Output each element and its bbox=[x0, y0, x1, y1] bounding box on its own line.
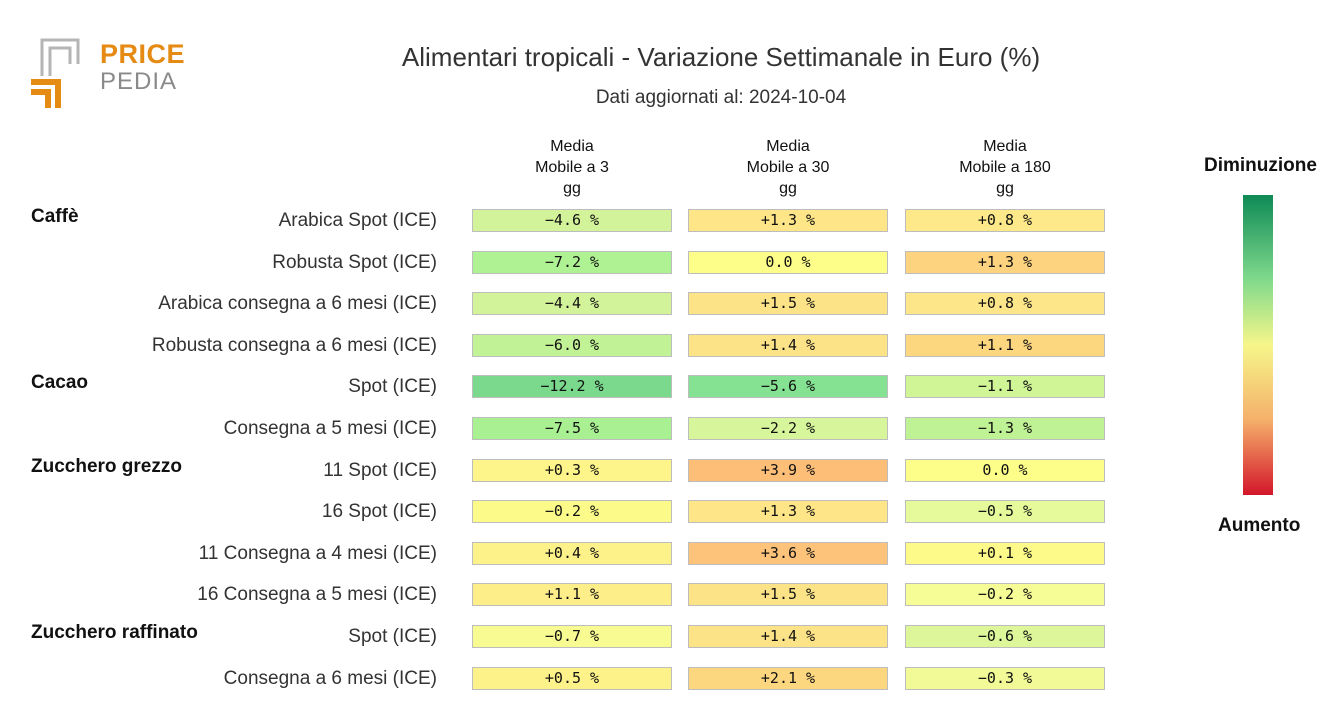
logo-word-pedia: PEDIA bbox=[100, 68, 178, 95]
heatmap-cell: +0.8 % bbox=[905, 209, 1105, 232]
row-label: Consegna a 6 mesi (ICE) bbox=[223, 667, 437, 689]
chart-title: Alimentari tropicali - Variazione Settim… bbox=[401, 42, 1041, 72]
group-label: Cacao bbox=[31, 372, 89, 394]
group-label: Caffè bbox=[31, 206, 79, 227]
heatmap-cell: +0.8 % bbox=[905, 292, 1105, 316]
row-label: 16 Consegna a 5 mesi (ICE) bbox=[197, 584, 437, 606]
heatmap-cell: +1.3 % bbox=[688, 500, 888, 524]
heatmap-cell: −1.3 % bbox=[905, 417, 1105, 440]
heatmap-cell: +2.1 % bbox=[688, 666, 888, 690]
column-header: Media Mobile a 30 gg bbox=[746, 138, 830, 197]
heatmap-cell: −12.2 % bbox=[472, 375, 672, 399]
row-label: 16 Spot (ICE) bbox=[321, 501, 437, 523]
row-label: Arabica consegna a 6 mesi (ICE) bbox=[158, 293, 437, 315]
heatmap-cell: −0.2 % bbox=[905, 583, 1105, 607]
heatmap-cell: +3.6 % bbox=[688, 541, 888, 565]
heatmap-cell: +0.4 % bbox=[472, 541, 672, 565]
heatmap-cell: −0.5 % bbox=[905, 500, 1105, 524]
heatmap-cell: +1.4 % bbox=[688, 333, 888, 357]
heatmap-cell: +1.3 % bbox=[688, 209, 888, 232]
heatmap-cell: −0.6 % bbox=[905, 625, 1105, 648]
heatmap-cell: +1.5 % bbox=[688, 583, 888, 607]
heatmap-cell: −2.2 % bbox=[688, 417, 888, 440]
heatmap-cell: +0.1 % bbox=[905, 541, 1105, 565]
row-label: Arabica Spot (ICE) bbox=[278, 210, 437, 231]
chart-subtitle: Dati aggiornati al: 2024-10-04 bbox=[595, 87, 847, 108]
heatmap-cell: +1.1 % bbox=[472, 583, 672, 607]
heatmap-cell: −0.3 % bbox=[905, 666, 1105, 690]
row-label: Consegna a 5 mesi (ICE) bbox=[223, 418, 437, 439]
row-label: Spot (ICE) bbox=[348, 376, 437, 398]
heatmap-cell: +0.3 % bbox=[472, 458, 672, 482]
column-header: Media Mobile a 180 gg bbox=[959, 138, 1051, 197]
row-label: Robusta consegna a 6 mesi (ICE) bbox=[151, 334, 437, 356]
logo-mark-icon bbox=[31, 38, 80, 108]
heatmap-cell: −7.5 % bbox=[472, 417, 672, 440]
heatmap-cell: −4.6 % bbox=[472, 209, 672, 232]
group-label: Zucchero grezzo bbox=[31, 455, 182, 477]
heatmap-cell: +1.3 % bbox=[905, 250, 1105, 274]
heatmap-cell: +3.9 % bbox=[688, 458, 888, 482]
heatmap-cell: +1.5 % bbox=[688, 292, 888, 316]
legend-color-bar bbox=[1243, 195, 1273, 495]
logo-word-price: PRICE bbox=[100, 39, 186, 69]
legend-top-label: Diminuzione bbox=[1204, 155, 1317, 176]
heatmap-cell: −1.1 % bbox=[905, 375, 1105, 399]
row-label: Spot (ICE) bbox=[348, 626, 437, 647]
heatmap-cell: 0.0 % bbox=[905, 458, 1105, 482]
heatmap-cell: −7.2 % bbox=[472, 250, 672, 274]
pricepedia-logo: PRICE PEDIA bbox=[28, 36, 198, 112]
heatmap-cell: −6.0 % bbox=[472, 333, 672, 357]
heatmap-cell: +1.4 % bbox=[688, 625, 888, 648]
legend-bottom-label: Aumento bbox=[1218, 515, 1301, 536]
heatmap-cell: +1.1 % bbox=[905, 333, 1105, 357]
row-label: 11 Consegna a 4 mesi (ICE) bbox=[198, 542, 437, 564]
row-label: 11 Spot (ICE) bbox=[323, 459, 437, 481]
heatmap-cell: 0.0 % bbox=[688, 250, 888, 274]
group-label: Zucchero raffinato bbox=[31, 622, 198, 643]
heatmap-cell: −0.2 % bbox=[472, 500, 672, 524]
row-label: Robusta Spot (ICE) bbox=[272, 251, 437, 273]
heatmap-cell: −0.7 % bbox=[472, 625, 672, 648]
heatmap-cell: −5.6 % bbox=[688, 375, 888, 399]
column-header: Media Mobile a 3 gg bbox=[535, 138, 609, 197]
heatmap-cell: −4.4 % bbox=[472, 292, 672, 316]
heatmap-cell: +0.5 % bbox=[472, 666, 672, 690]
